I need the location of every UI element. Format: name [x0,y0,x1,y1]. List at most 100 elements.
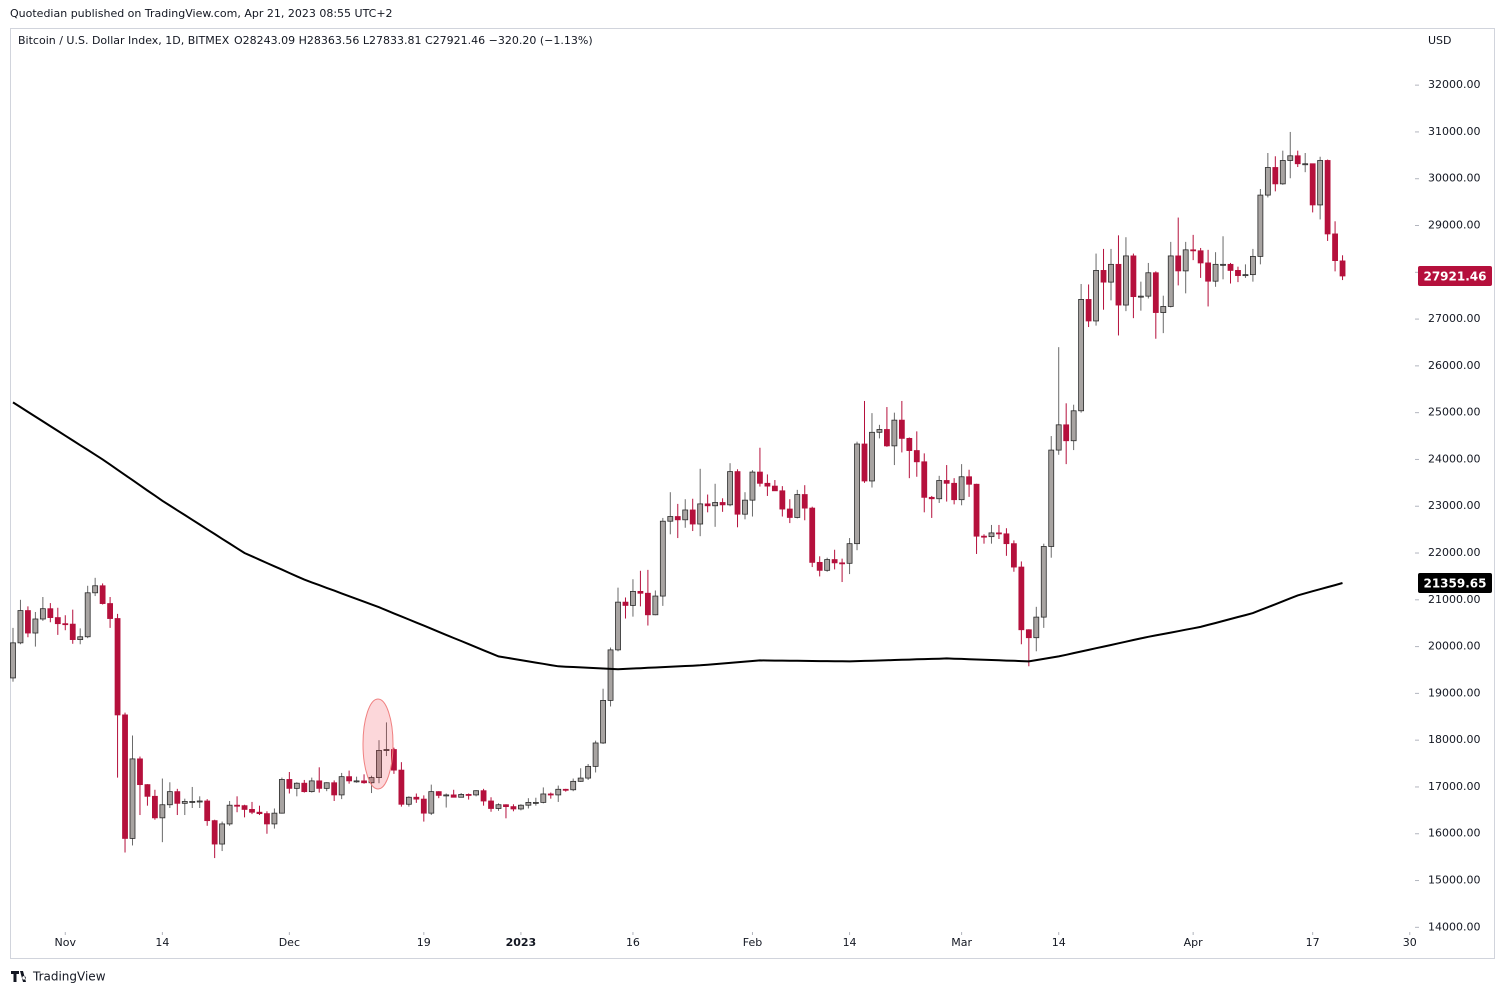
candle-body [816,561,823,571]
candle-body [428,791,435,814]
x-tick-label: 14 [843,936,857,949]
candle-body [47,608,54,618]
moving-average-line [12,401,1343,671]
candle-body [854,443,860,545]
y-tick-label: 32000.00 [1428,78,1481,91]
candle-body [615,601,621,651]
candle-body [1212,263,1219,282]
candle-body [1197,250,1204,264]
candle-body [1190,249,1197,252]
y-tick-label: 27000.00 [1428,312,1481,325]
y-tick-label: 18000.00 [1428,733,1481,746]
candle-body [69,623,76,640]
candle-body [1093,270,1099,322]
candle-body [62,623,69,626]
y-tick-label: 20000.00 [1428,640,1481,653]
plot-area [10,131,1346,859]
candle-body [869,431,875,482]
candle-body [1264,167,1271,196]
candle-body [1279,160,1286,185]
candle-body [286,779,293,789]
candle-body [398,769,405,805]
candle-body [951,482,958,501]
currency-label: USD [1428,34,1452,47]
candle-body [996,532,1002,535]
candle-body [988,532,995,538]
candle-body [540,793,547,803]
chart-frame [10,28,1495,959]
y-tick-label: 16000.00 [1428,827,1481,840]
candle-body [25,610,31,634]
candle-body [1130,255,1137,298]
candle-body [547,793,554,796]
candle-body [577,777,584,782]
candle-body [99,585,106,604]
candle-body [32,618,39,634]
candle-body [1078,299,1085,412]
chart-title: Bitcoin / U.S. Dollar Index, 1D, BITMEX [18,34,230,47]
x-tick-label: Apr [1184,936,1204,949]
y-tick-label: 14000.00 [1428,920,1481,933]
candle-body [264,813,270,825]
candle-body [316,780,323,789]
candle-body [966,476,972,485]
candle-body [39,608,46,620]
candle-body [465,794,472,796]
candle-body [1145,272,1152,297]
candle-body [353,780,360,783]
candle-body [555,788,562,796]
x-tick-label: 17 [1306,936,1320,949]
candle-body [876,429,883,433]
ma-price-label: 21359.65 [1423,576,1486,590]
candle-body [278,779,285,814]
candle-body [704,503,711,507]
candle-body [391,749,397,771]
candle-body [181,801,188,804]
candle-body [667,516,674,522]
candle-body [1302,163,1309,166]
candle-body [510,806,517,810]
candle-body [1235,270,1241,276]
candle-body [174,791,181,804]
candle-body [1040,546,1047,618]
axes: 14000.00 15000.00 16000.00 17000.00 18000.00… [55,78,1492,949]
candle-body [1227,263,1234,271]
candle-body [1018,566,1025,631]
x-tick-label: 2023 [506,936,537,949]
x-tick-label: Nov [55,936,77,949]
candle-body [1175,255,1182,272]
candle-body [1152,272,1159,313]
candle-body [122,714,128,839]
ohlc-legend: O28243.09 H28363.56 L27833.81 C27921.46 … [234,34,593,47]
candle-body [712,502,719,507]
candle-body [107,603,113,619]
y-tick-label: 25000.00 [1428,406,1481,419]
candle-body [92,585,99,594]
candle-body [861,443,868,482]
candle-body [689,509,696,525]
candle-body [54,617,61,625]
candle-body [1205,262,1211,282]
candle-body [129,758,136,839]
candle-body [786,508,793,518]
candle-body [1033,616,1040,639]
candle-body [637,590,644,594]
candle-body [1339,260,1346,277]
candle-body [1063,424,1070,442]
candle-body [1332,233,1338,261]
candle-body [226,804,233,825]
y-tick-label: 22000.00 [1428,546,1481,559]
candle-body [943,480,950,484]
candle-body [152,795,158,819]
y-tick-label: 19000.00 [1428,686,1481,699]
candle-body [764,482,771,487]
y-tick-label: 15000.00 [1428,874,1481,887]
candle-body [17,610,24,644]
candle-body [1055,424,1062,451]
candle-body [338,776,345,796]
candle-body [734,471,741,515]
candle-body [480,790,487,802]
candle-body [585,765,592,779]
y-tick-label: 23000.00 [1428,499,1481,512]
candle-body [1250,255,1256,276]
